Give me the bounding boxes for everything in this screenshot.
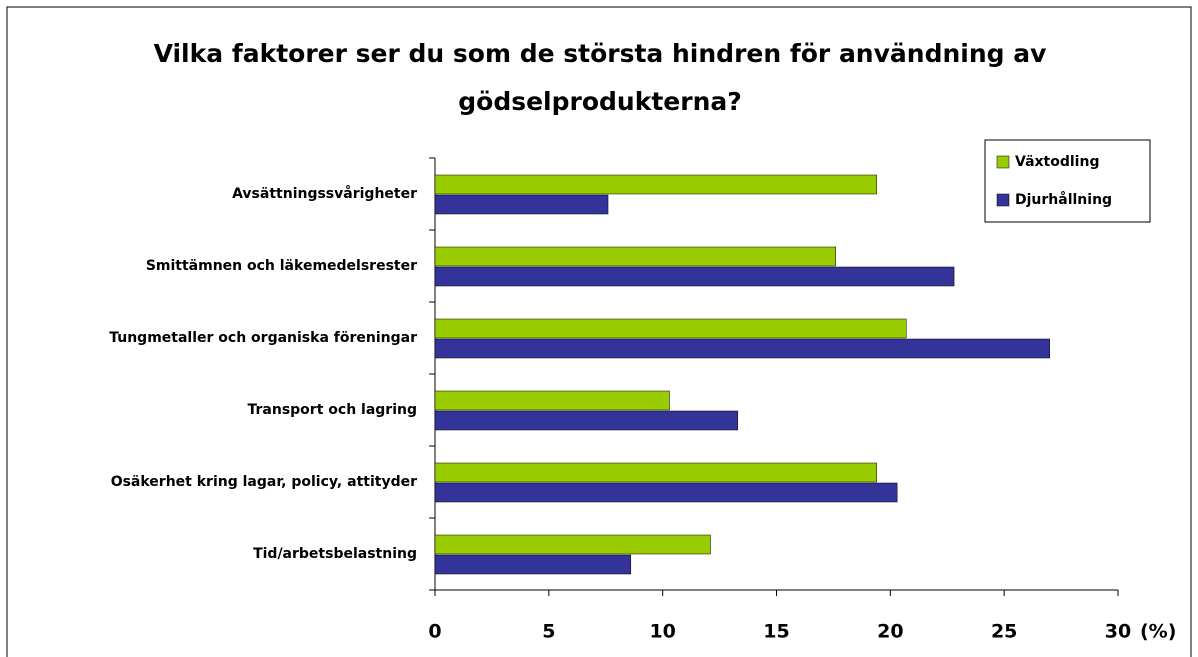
bar — [434, 462, 877, 483]
bar — [434, 554, 632, 575]
x-tick-label: 5 — [542, 621, 555, 643]
x-tick-label: 25 — [991, 621, 1017, 643]
bar — [434, 390, 670, 411]
bar — [434, 194, 609, 215]
y-tick-label: Avsättningssvårigheter — [232, 185, 417, 202]
legend-label: Växtodling — [1015, 154, 1099, 170]
bar — [434, 318, 907, 339]
bar — [434, 174, 877, 195]
x-tick-label: 10 — [649, 621, 675, 643]
x-axis-label: (%) — [1140, 621, 1176, 643]
legend-swatch — [996, 155, 1010, 169]
frame — [6, 6, 1192, 657]
bar — [434, 246, 836, 267]
y-tick-label: Smittämnen och läkemedelsrester — [146, 258, 417, 274]
x-tick-label: 20 — [877, 621, 903, 643]
x-tick-label: 15 — [763, 621, 789, 643]
y-tick-label: Tid/arbetsbelastning — [253, 546, 417, 562]
y-tick-label: Transport och lagring — [248, 402, 418, 418]
legend-box — [984, 139, 1151, 223]
bar — [434, 410, 739, 431]
y-tick-label: Tungmetaller och organiska föreningar — [109, 330, 417, 346]
legend-swatch — [996, 193, 1010, 207]
bar — [434, 534, 711, 555]
legend-label: Djurhållning — [1015, 191, 1112, 208]
bar — [434, 266, 955, 287]
y-tick-label: Osäkerhet kring lagar, policy, attityder — [111, 474, 417, 490]
x-tick-label: 0 — [428, 621, 441, 643]
x-tick-label: 30 — [1105, 621, 1131, 643]
bar — [434, 482, 898, 503]
chart-title: Vilka faktorer ser du som de största hin… — [153, 39, 1047, 116]
bar — [434, 338, 1050, 359]
